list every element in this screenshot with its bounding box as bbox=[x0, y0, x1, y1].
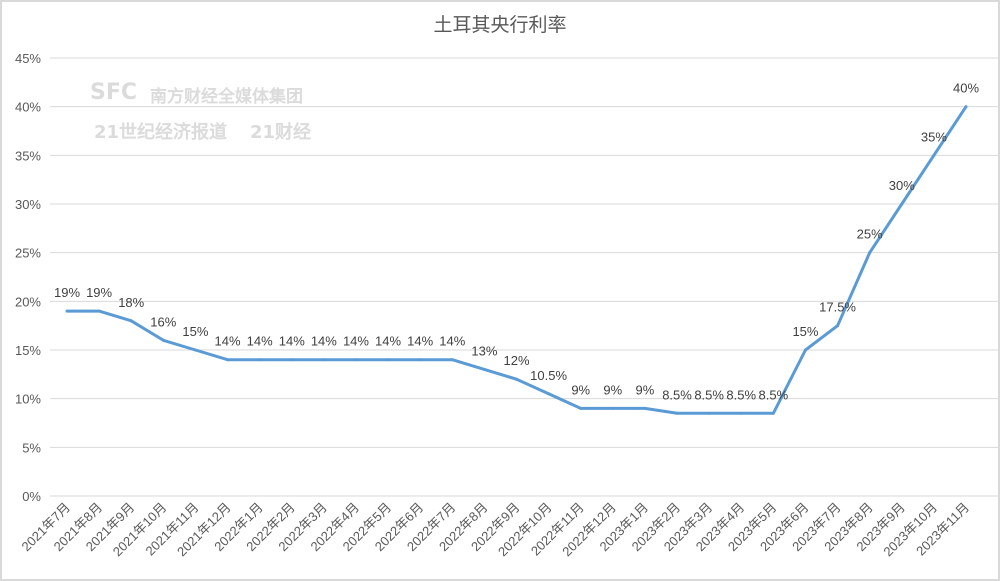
data-point bbox=[803, 348, 807, 352]
data-point bbox=[611, 406, 615, 410]
data-point bbox=[547, 392, 551, 396]
data-point bbox=[836, 324, 840, 328]
data-label: 14% bbox=[247, 334, 273, 349]
y-tick-label: 35% bbox=[15, 148, 41, 163]
y-tick-label: 45% bbox=[15, 51, 41, 66]
data-label: 13% bbox=[471, 343, 497, 358]
data-point bbox=[450, 358, 454, 362]
data-label: 40% bbox=[953, 81, 979, 96]
data-label: 8.5% bbox=[726, 387, 756, 402]
data-point bbox=[129, 319, 133, 323]
data-point bbox=[161, 338, 165, 342]
data-label: 8.5% bbox=[694, 387, 724, 402]
data-label: 15% bbox=[182, 324, 208, 339]
data-label: 8.5% bbox=[759, 387, 789, 402]
data-label: 8.5% bbox=[662, 387, 692, 402]
data-point bbox=[675, 411, 679, 415]
data-label: 14% bbox=[375, 334, 401, 349]
data-point bbox=[643, 406, 647, 410]
data-label: 35% bbox=[921, 129, 947, 144]
data-label: 12% bbox=[503, 353, 529, 368]
data-point bbox=[386, 358, 390, 362]
data-point bbox=[322, 358, 326, 362]
data-point bbox=[900, 202, 904, 206]
y-tick-label: 30% bbox=[15, 197, 41, 212]
data-label: 14% bbox=[343, 334, 369, 349]
data-label: 19% bbox=[86, 285, 112, 300]
data-point bbox=[65, 309, 69, 313]
data-point bbox=[515, 377, 518, 381]
data-label: 17.5% bbox=[819, 300, 856, 315]
data-label: 9% bbox=[603, 382, 622, 397]
data-label: 9% bbox=[571, 382, 590, 397]
data-label: 25% bbox=[857, 227, 883, 242]
data-point bbox=[932, 153, 936, 157]
data-label: 16% bbox=[150, 314, 176, 329]
data-point bbox=[226, 358, 230, 362]
data-point bbox=[739, 411, 743, 415]
data-label: 14% bbox=[215, 334, 241, 349]
y-tick-label: 20% bbox=[15, 294, 41, 309]
data-point bbox=[771, 411, 775, 415]
y-tick-label: 0% bbox=[22, 489, 41, 504]
data-label: 14% bbox=[311, 334, 337, 349]
data-point bbox=[579, 406, 583, 410]
data-point bbox=[868, 251, 872, 255]
y-tick-label: 10% bbox=[15, 392, 41, 407]
data-label: 14% bbox=[407, 334, 433, 349]
y-tick-label: 5% bbox=[22, 440, 41, 455]
data-point bbox=[290, 358, 294, 362]
data-point bbox=[964, 105, 968, 109]
data-label: 30% bbox=[889, 178, 915, 193]
data-label: 14% bbox=[439, 334, 465, 349]
y-tick-label: 40% bbox=[15, 100, 41, 115]
data-point bbox=[707, 411, 711, 415]
data-label: 15% bbox=[792, 324, 818, 339]
data-point bbox=[482, 367, 486, 371]
y-tick-label: 15% bbox=[15, 343, 41, 358]
data-label: 9% bbox=[636, 382, 655, 397]
data-label: 19% bbox=[54, 285, 80, 300]
data-label: 10.5% bbox=[530, 368, 567, 383]
data-point bbox=[354, 358, 358, 362]
data-point bbox=[97, 309, 101, 313]
data-point bbox=[418, 358, 422, 362]
data-point bbox=[193, 348, 197, 352]
chart-title: 土耳其央行利率 bbox=[433, 14, 567, 36]
data-label: 14% bbox=[279, 334, 305, 349]
data-point bbox=[258, 358, 262, 362]
data-label: 18% bbox=[118, 295, 144, 310]
y-tick-label: 25% bbox=[15, 246, 41, 261]
